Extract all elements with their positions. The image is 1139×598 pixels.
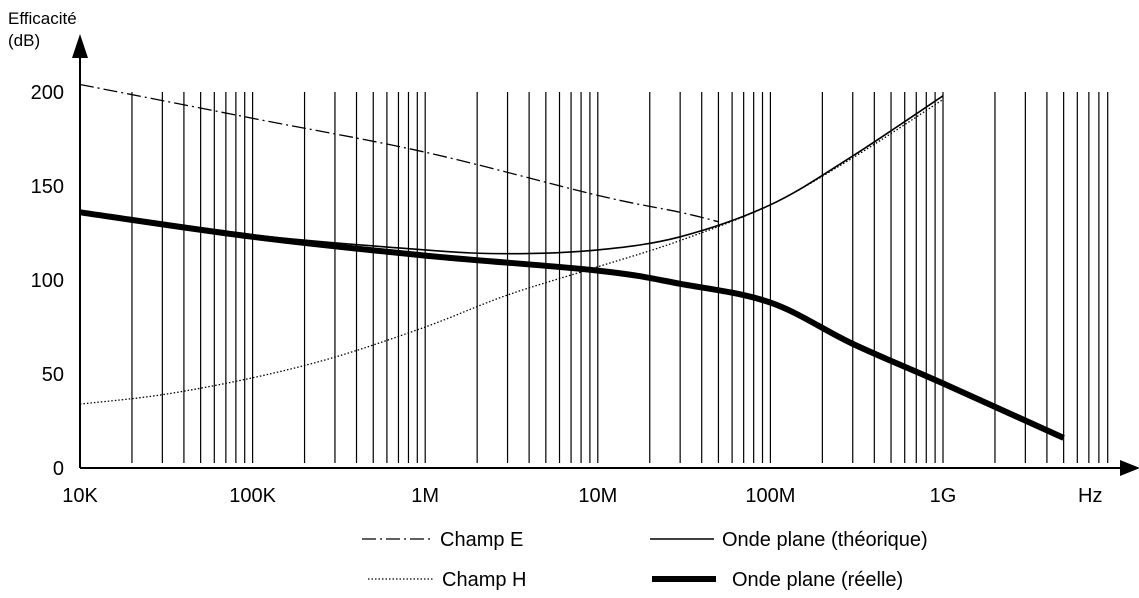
y-axis-arrow [72,34,88,58]
x-tick-label: 1M [411,485,439,507]
x-tick-label: 100K [229,485,276,507]
y-axis-unit: (dB) [8,31,40,50]
legend-label-0: Champ E [440,529,523,551]
y-tick-labels: 0 50 100 150 200 [31,82,64,480]
y-tick-label: 150 [31,176,64,198]
series-lines [79,83,1065,441]
vertical-gridlines [79,92,1109,463]
series-line-1 [79,98,944,405]
x-axis-arrow [1120,460,1139,476]
axes [72,34,1139,476]
legend-label-2: Onde plane (théorique) [722,529,928,551]
series-line-0 [79,83,719,223]
y-tick-label: 50 [42,364,64,386]
x-tick-label: 1G [930,485,957,507]
x-tick-label: 10M [578,485,617,507]
y-axis-label: Efficacité [8,9,77,28]
y-tick-label: 100 [31,270,64,292]
legend-label-3: Onde plane (réelle) [732,569,903,591]
legend-label-1: Champ H [442,569,526,591]
x-tick-labels: 10K 100K 1M 10M 100M 1G [62,485,956,507]
y-tick-label: 200 [31,82,64,104]
x-tick-label: 10K [62,485,98,507]
x-tick-label: 100M [745,485,795,507]
legend: Champ E Champ H Onde plane (théorique) Onde… [362,529,928,591]
series-line-3 [79,209,1065,441]
y-tick-label: 0 [53,458,64,480]
x-axis-label: Hz [1078,485,1102,507]
